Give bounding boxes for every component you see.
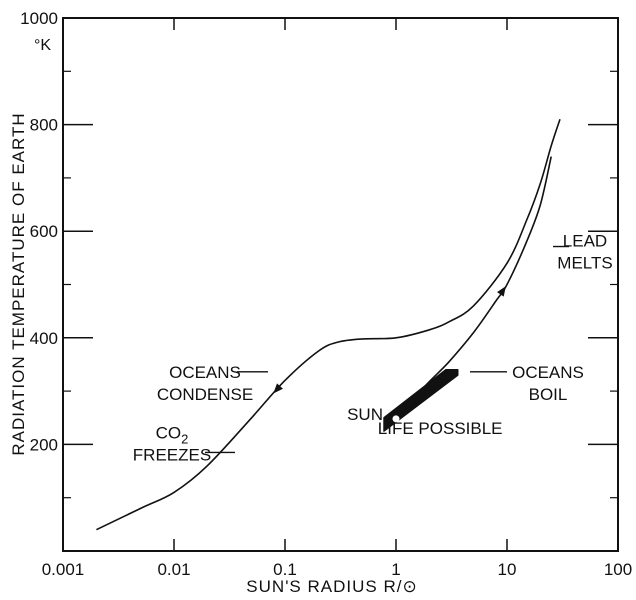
oceans-boil-label-1: OCEANS — [512, 363, 584, 382]
axis-ticks — [62, 18, 619, 551]
plot-frame — [62, 17, 619, 552]
x-tick-label: 10 — [498, 560, 517, 579]
series-line-1 — [96, 119, 561, 531]
tick-labels: 0.001 0.01 0.1 1 10 100 200 400 600 800 1000 — [20, 9, 632, 579]
y-tick-label: 1000 — [20, 9, 58, 28]
y-axis-unit: °K — [34, 37, 51, 54]
y-tick-label: 400 — [30, 329, 58, 348]
life-possible-label: LIFE POSSIBLE — [378, 419, 503, 438]
x-tick-label: 0.001 — [42, 560, 85, 579]
co2-freezes-label-2: FREEZES — [133, 445, 211, 464]
arrow-oceans-condense — [273, 383, 283, 394]
oceans-condense-label-2: CONDENSE — [157, 385, 253, 404]
sun-label: SUN — [347, 405, 383, 424]
x-tick-label: 0.1 — [273, 560, 297, 579]
co2-subscript: 2 — [181, 431, 188, 446]
series-line-2 — [383, 156, 552, 429]
x-tick-label: 100 — [604, 560, 632, 579]
x-axis-label: SUN'S RADIUS R/⊙ — [246, 577, 417, 596]
arrow-oceans-boil — [497, 286, 506, 297]
x-tick-label: 1 — [391, 560, 400, 579]
y-tick-label: 800 — [30, 116, 58, 135]
sun-point — [392, 415, 400, 423]
y-tick-label: 600 — [30, 222, 58, 241]
oceans-boil-label-2: BOIL — [529, 385, 568, 404]
y-tick-label: 200 — [30, 435, 58, 454]
x-tick-label: 0.01 — [157, 560, 190, 579]
life-possible-band — [383, 369, 459, 432]
co2-freezes-label-1: CO2 — [156, 423, 189, 446]
co2-text: CO — [156, 423, 182, 442]
oceans-condense-label-1: OCEANS — [169, 363, 241, 382]
y-axis-label: RADIATION TEMPERATURE OF EARTH — [9, 112, 28, 455]
lead-melts-label-2: MELTS — [557, 254, 612, 273]
series-lines — [96, 119, 561, 531]
lead-melts-label-1: LEAD — [563, 232, 607, 251]
